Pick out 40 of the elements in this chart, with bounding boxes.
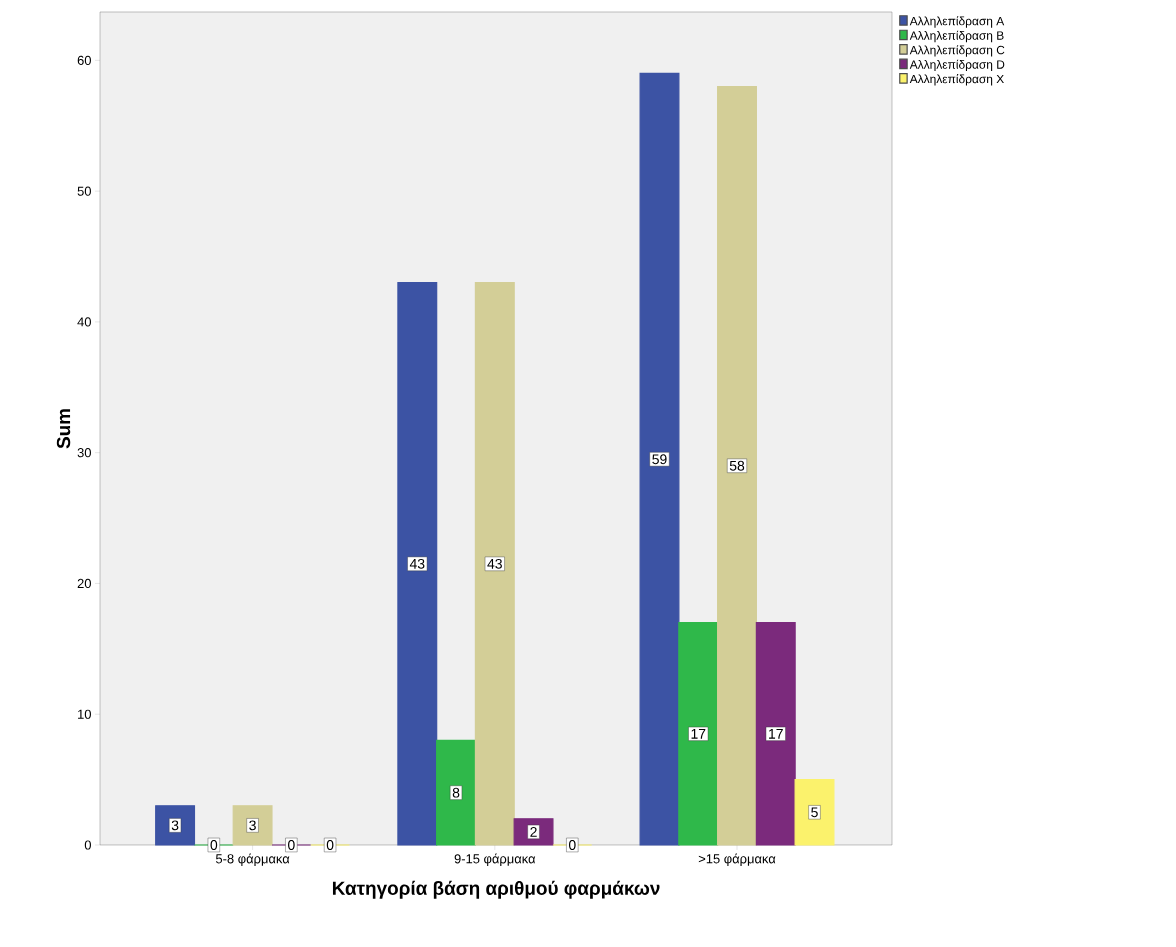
x-tick-label: 9-15 φάρμακα bbox=[454, 853, 536, 866]
data-label: 3 bbox=[249, 820, 256, 831]
data-label: 17 bbox=[691, 729, 706, 739]
data-label: 0 bbox=[210, 840, 218, 850]
data-label: 8 bbox=[452, 787, 460, 798]
x-tick-label: 5-8 φάρμακα bbox=[215, 853, 290, 866]
data-label: 58 bbox=[729, 460, 745, 471]
y-tick-label: 60 bbox=[77, 55, 91, 65]
data-label: 2 bbox=[530, 827, 537, 837]
bar bbox=[397, 282, 438, 846]
bar bbox=[717, 85, 757, 846]
y-tick-label: 30 bbox=[77, 448, 91, 458]
data-label: 43 bbox=[409, 558, 425, 569]
legend-label: Αλληλεπίδραση A bbox=[909, 16, 1005, 28]
bar bbox=[436, 739, 477, 846]
y-tick-label: 40 bbox=[77, 317, 91, 327]
legend-label: Αλληλεπίδραση X bbox=[909, 74, 1004, 86]
data-label: 0 bbox=[326, 840, 334, 850]
legend-label: Αλληλεπίδραση B bbox=[909, 30, 1004, 43]
x-axis-title: Κατηγορία βάση αριθμού φαρμάκων bbox=[332, 880, 660, 899]
legend-label: Αλληλεπίδραση D bbox=[909, 59, 1005, 72]
data-label: 59 bbox=[652, 454, 667, 465]
bar bbox=[474, 282, 515, 846]
data-label: 5 bbox=[811, 807, 818, 818]
data-label: 17 bbox=[769, 729, 783, 739]
data-label: 3 bbox=[171, 820, 179, 831]
bar bbox=[755, 622, 796, 846]
data-label: 0 bbox=[288, 840, 295, 850]
legend-label: Αλληλεπίδραση C bbox=[909, 45, 1005, 57]
data-label: 0 bbox=[568, 840, 576, 850]
y-tick-label: 0 bbox=[84, 840, 91, 850]
bar bbox=[639, 72, 680, 846]
y-tick-label: 10 bbox=[78, 709, 91, 719]
data-label: 43 bbox=[487, 558, 502, 569]
x-tick-label: >15 φάρμακα bbox=[698, 853, 776, 866]
y-tick-label: 20 bbox=[77, 578, 91, 589]
bar bbox=[794, 779, 835, 846]
y-axis-title: Sum bbox=[56, 409, 71, 449]
y-tick-label: 50 bbox=[77, 186, 91, 196]
bar bbox=[678, 622, 719, 846]
